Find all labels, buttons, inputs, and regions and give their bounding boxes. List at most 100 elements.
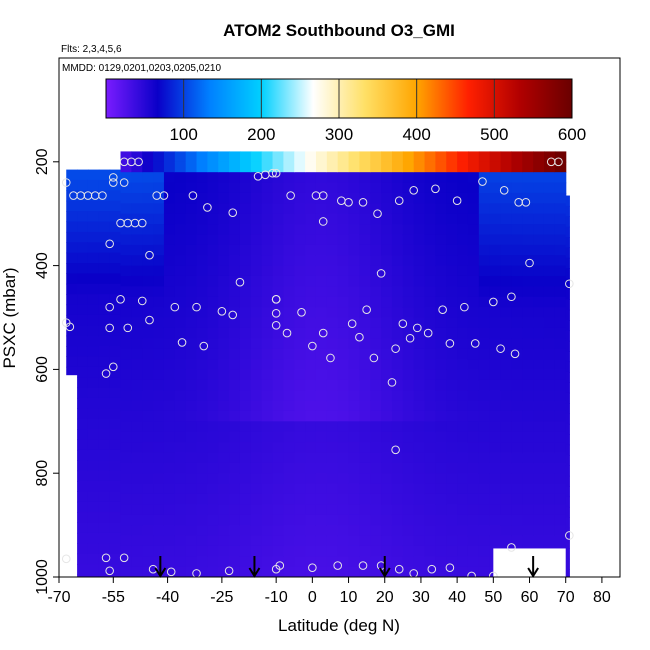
heatmap-cell [500, 296, 513, 308]
heatmap-cell [283, 286, 295, 298]
heatmap-cell [261, 493, 274, 505]
heatmap-cell [413, 348, 426, 360]
heatmap-cell [402, 452, 415, 464]
heatmap-cell [163, 224, 176, 236]
heatmap-cell [489, 535, 502, 547]
heatmap-cell [98, 470, 111, 482]
heatmap-cell [218, 545, 230, 557]
heatmap-cell [478, 338, 491, 350]
heatmap-cell [457, 473, 469, 485]
heatmap-cell [543, 348, 556, 360]
heatmap-cell [326, 224, 339, 236]
heatmap-cell [196, 244, 208, 256]
heatmap-cell [218, 369, 230, 381]
heatmap-cell [489, 213, 502, 225]
observation-point [369, 353, 379, 363]
heatmap-cell [272, 327, 284, 339]
heatmap-cell [87, 294, 100, 306]
heatmap-cell [565, 247, 570, 259]
heatmap-cell [109, 304, 122, 316]
heatmap-cell [402, 514, 415, 526]
heatmap-cell [457, 327, 469, 339]
heatmap-cell [326, 182, 339, 194]
observation-point [510, 349, 520, 359]
heatmap-cell [381, 182, 393, 194]
heatmap-cell [348, 275, 361, 287]
heatmap-cell [283, 483, 295, 495]
heatmap-cell [77, 366, 89, 378]
heatmap-cell [315, 192, 328, 204]
heatmap-cell [196, 307, 208, 319]
heatmap-cell [142, 545, 154, 557]
heatmap-cell [511, 535, 523, 547]
heatmap-cell [489, 400, 502, 412]
heatmap-cell [359, 514, 371, 526]
heatmap-cell [554, 369, 567, 381]
observation-point [431, 184, 440, 194]
heatmap-cell [131, 473, 143, 485]
observation-point [101, 369, 111, 378]
heatmap-cell [435, 504, 447, 516]
heatmap-cell [131, 462, 143, 474]
heatmap-cell [283, 504, 295, 516]
heatmap-cell [239, 431, 252, 443]
heatmap-cell [142, 338, 154, 350]
heatmap-cell [261, 161, 274, 173]
heatmap-cell [511, 514, 523, 526]
heatmap-cell [153, 307, 165, 319]
observation-point [438, 305, 447, 315]
heatmap-cell [294, 213, 306, 225]
heatmap-cell [142, 442, 154, 454]
heatmap-cell [163, 473, 176, 485]
heatmap-cell [511, 379, 523, 391]
heatmap-cell [467, 545, 480, 557]
heatmap-cell [218, 172, 230, 184]
heatmap-cell [533, 151, 545, 163]
heatmap-cell [565, 237, 570, 249]
heatmap-cell [457, 317, 469, 329]
heatmap-cell [250, 369, 263, 381]
heatmap-cell [370, 286, 382, 298]
heatmap-cell [153, 234, 165, 246]
heatmap-cell [131, 442, 143, 454]
heatmap-cell [391, 286, 404, 298]
heatmap-cell [66, 356, 78, 368]
heatmap-cell [261, 359, 274, 370]
heatmap-cell [163, 265, 176, 277]
heatmap-cell [467, 525, 480, 537]
heatmap-cell [261, 379, 274, 391]
heatmap-cell [500, 317, 513, 329]
heatmap-cell [446, 431, 458, 443]
heatmap-cell [446, 379, 458, 391]
heatmap-cell [196, 151, 208, 163]
observation-point [308, 563, 317, 572]
x-tick-label: 40 [448, 589, 466, 606]
heatmap-cell [359, 431, 371, 443]
heatmap-cell [489, 244, 502, 256]
heatmap-cell [283, 255, 295, 267]
observation-point [344, 197, 353, 207]
heatmap-cell [261, 473, 274, 485]
heatmap-cell [272, 348, 284, 360]
heatmap-cell [153, 545, 165, 557]
heatmap-cell [326, 338, 339, 350]
heatmap-cell [196, 442, 208, 454]
heatmap-cell [98, 574, 111, 577]
heatmap-cell [457, 545, 469, 557]
heatmap-cell [413, 182, 426, 194]
heatmap-cell [337, 545, 350, 557]
heatmap-cell [131, 400, 143, 412]
heatmap-cell [142, 483, 154, 495]
heatmap-cell [98, 564, 111, 576]
heatmap-cell [250, 192, 263, 204]
heatmap-cell [370, 390, 382, 402]
heatmap-cell [239, 525, 252, 537]
heatmap-cell [457, 192, 469, 204]
heatmap-cell [511, 390, 523, 402]
heatmap-cell [565, 351, 570, 363]
heatmap-cell [511, 452, 523, 464]
heatmap-cell [305, 556, 317, 568]
heatmap-cell [446, 566, 458, 577]
heatmap-cell [174, 442, 187, 454]
x-tick-label: -10 [265, 589, 288, 606]
